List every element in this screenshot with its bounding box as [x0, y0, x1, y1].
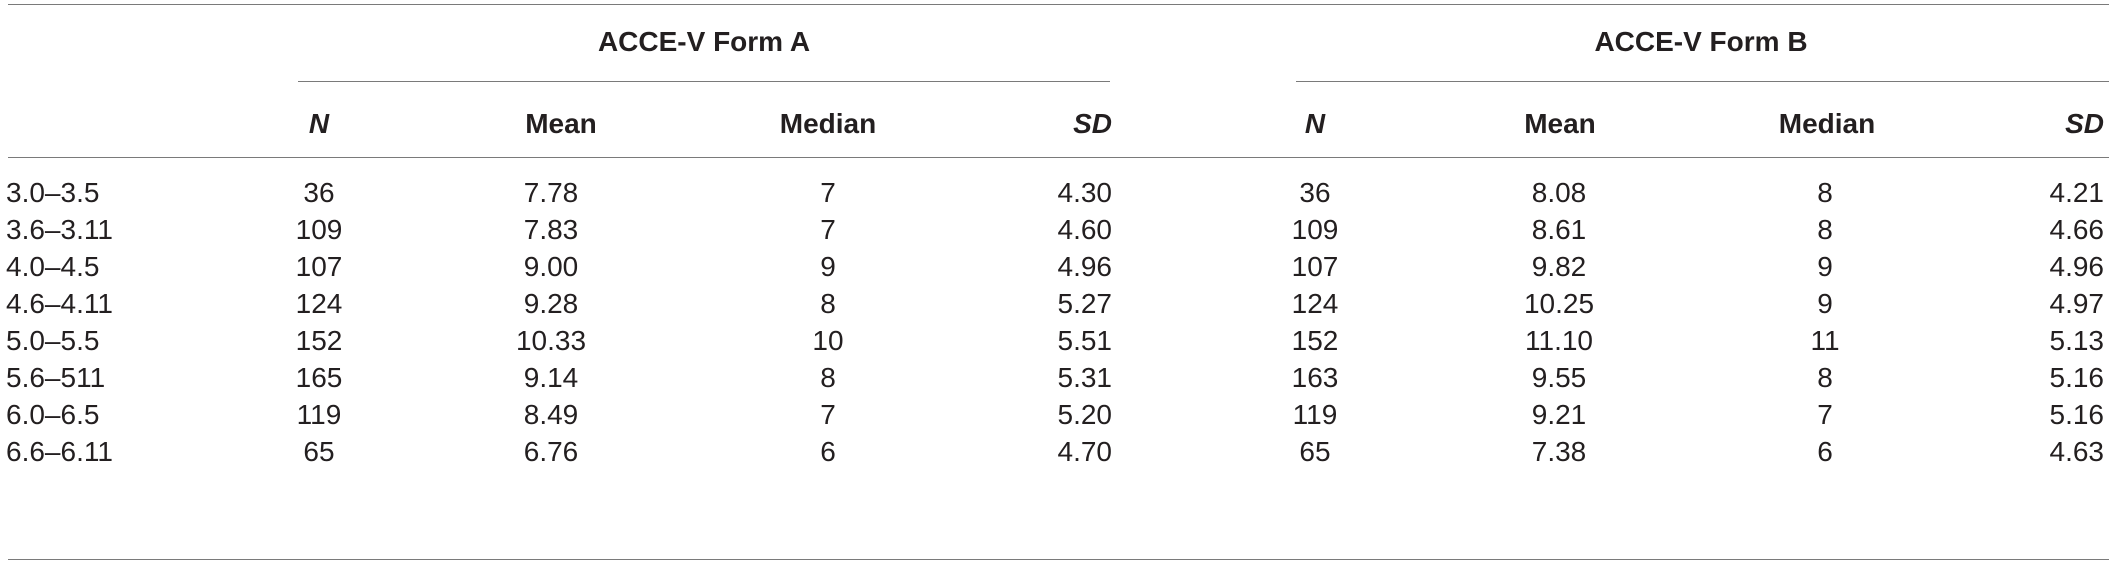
median-b-cell: 8 — [1817, 214, 1833, 245]
col-sd-b: SD — [2065, 108, 2104, 139]
col-sd-a: SD — [1073, 108, 1112, 139]
sd-a-cell: 5.31 — [1057, 362, 1113, 393]
sd-b-cell: 4.63 — [2049, 436, 2105, 467]
median-a-cell: 7 — [820, 177, 836, 208]
col-n-a: N — [308, 108, 330, 139]
sd-b-cell: 4.66 — [2049, 214, 2105, 245]
n-b-cell: 107 — [1291, 251, 1339, 282]
age-cell: 4.6–4.11 — [6, 288, 113, 319]
median-b-cell: 9 — [1817, 251, 1833, 282]
median-a-cell: 8 — [820, 362, 836, 393]
col-n-b: N — [1304, 108, 1326, 139]
sd-b-cell: 4.96 — [2049, 251, 2105, 282]
median-b-cell: 6 — [1817, 436, 1833, 467]
n-a-cell: 152 — [295, 325, 343, 356]
n-a-cell: 65 — [303, 436, 335, 467]
median-a-cell: 10 — [812, 325, 844, 356]
header-rule — [8, 157, 2109, 158]
sd-a-cell: 4.96 — [1057, 251, 1113, 282]
mean-a-cell: 9.28 — [523, 288, 579, 319]
age-cell: 3.0–3.5 — [6, 177, 100, 208]
top-rule — [8, 4, 2109, 5]
n-b-cell: 36 — [1299, 177, 1331, 208]
median-b-cell: 8 — [1817, 362, 1833, 393]
col-median-b: Median — [1778, 108, 1876, 139]
mean-b-cell: 9.55 — [1531, 362, 1587, 393]
n-a-cell: 36 — [303, 177, 335, 208]
mean-a-cell: 6.76 — [523, 436, 579, 467]
mean-b-cell: 9.21 — [1531, 399, 1587, 430]
mean-a-cell: 8.49 — [523, 399, 579, 430]
mean-b-cell: 7.38 — [1531, 436, 1587, 467]
n-b-cell: 124 — [1291, 288, 1339, 319]
n-a-cell: 165 — [295, 362, 343, 393]
col-mean-b: Mean — [1524, 108, 1596, 139]
sd-b-cell: 4.21 — [2049, 177, 2105, 208]
n-b-cell: 119 — [1292, 399, 1338, 430]
sd-a-cell: 5.27 — [1057, 288, 1113, 319]
age-cell: 6.6–6.11 — [6, 436, 113, 467]
mean-b-cell: 8.08 — [1531, 177, 1587, 208]
mean-b-cell: 9.82 — [1531, 251, 1587, 282]
median-a-cell: 9 — [820, 251, 836, 282]
n-a-cell: 107 — [295, 251, 343, 282]
median-b-cell: 7 — [1817, 399, 1833, 430]
mean-b-cell: 10.25 — [1523, 288, 1595, 319]
group-a-header: ACCE-V Form A — [597, 26, 811, 57]
n-a-cell: 124 — [295, 288, 343, 319]
mean-a-cell: 10.33 — [515, 325, 587, 356]
bottom-rule — [8, 559, 2109, 560]
age-cell: 4.0–4.5 — [6, 251, 100, 282]
sd-b-cell: 5.13 — [2049, 325, 2105, 356]
median-a-cell: 7 — [820, 399, 836, 430]
median-a-cell: 7 — [820, 214, 836, 245]
sd-a-cell: 4.30 — [1057, 177, 1113, 208]
mean-b-cell: 8.61 — [1531, 214, 1587, 245]
median-b-cell: 8 — [1817, 177, 1833, 208]
mean-a-cell: 7.78 — [523, 177, 579, 208]
sd-b-cell: 4.97 — [2049, 288, 2105, 319]
age-cell: 3.6–3.11 — [6, 214, 113, 245]
col-mean-a: Mean — [525, 108, 597, 139]
age-cell: 6.0–6.5 — [6, 399, 100, 430]
sd-a-cell: 5.51 — [1057, 325, 1113, 356]
n-b-cell: 65 — [1299, 436, 1331, 467]
group-a-rule — [298, 81, 1110, 82]
mean-a-cell: 9.00 — [523, 251, 579, 282]
mean-a-cell: 9.14 — [523, 362, 579, 393]
n-b-cell: 163 — [1291, 362, 1339, 393]
sd-a-cell: 4.60 — [1057, 214, 1113, 245]
sd-b-cell: 5.16 — [2049, 399, 2105, 430]
col-median-a: Median — [779, 108, 877, 139]
median-a-cell: 6 — [820, 436, 836, 467]
sd-a-cell: 5.20 — [1057, 399, 1113, 430]
n-a-cell: 119 — [296, 399, 342, 430]
group-b-header: ACCE-V Form B — [1594, 26, 1808, 57]
mean-b-cell: 11.10 — [1525, 325, 1593, 356]
median-b-cell: 9 — [1817, 288, 1833, 319]
sd-a-cell: 4.70 — [1057, 436, 1113, 467]
sd-b-cell: 5.16 — [2049, 362, 2105, 393]
n-b-cell: 109 — [1291, 214, 1339, 245]
n-b-cell: 152 — [1291, 325, 1339, 356]
age-cell: 5.0–5.5 — [6, 325, 100, 356]
age-cell: 5.6–511 — [6, 362, 106, 393]
n-a-cell: 109 — [295, 214, 343, 245]
median-b-cell: 11 — [1810, 325, 1840, 356]
group-b-rule — [1296, 81, 2109, 82]
median-a-cell: 8 — [820, 288, 836, 319]
mean-a-cell: 7.83 — [523, 214, 579, 245]
